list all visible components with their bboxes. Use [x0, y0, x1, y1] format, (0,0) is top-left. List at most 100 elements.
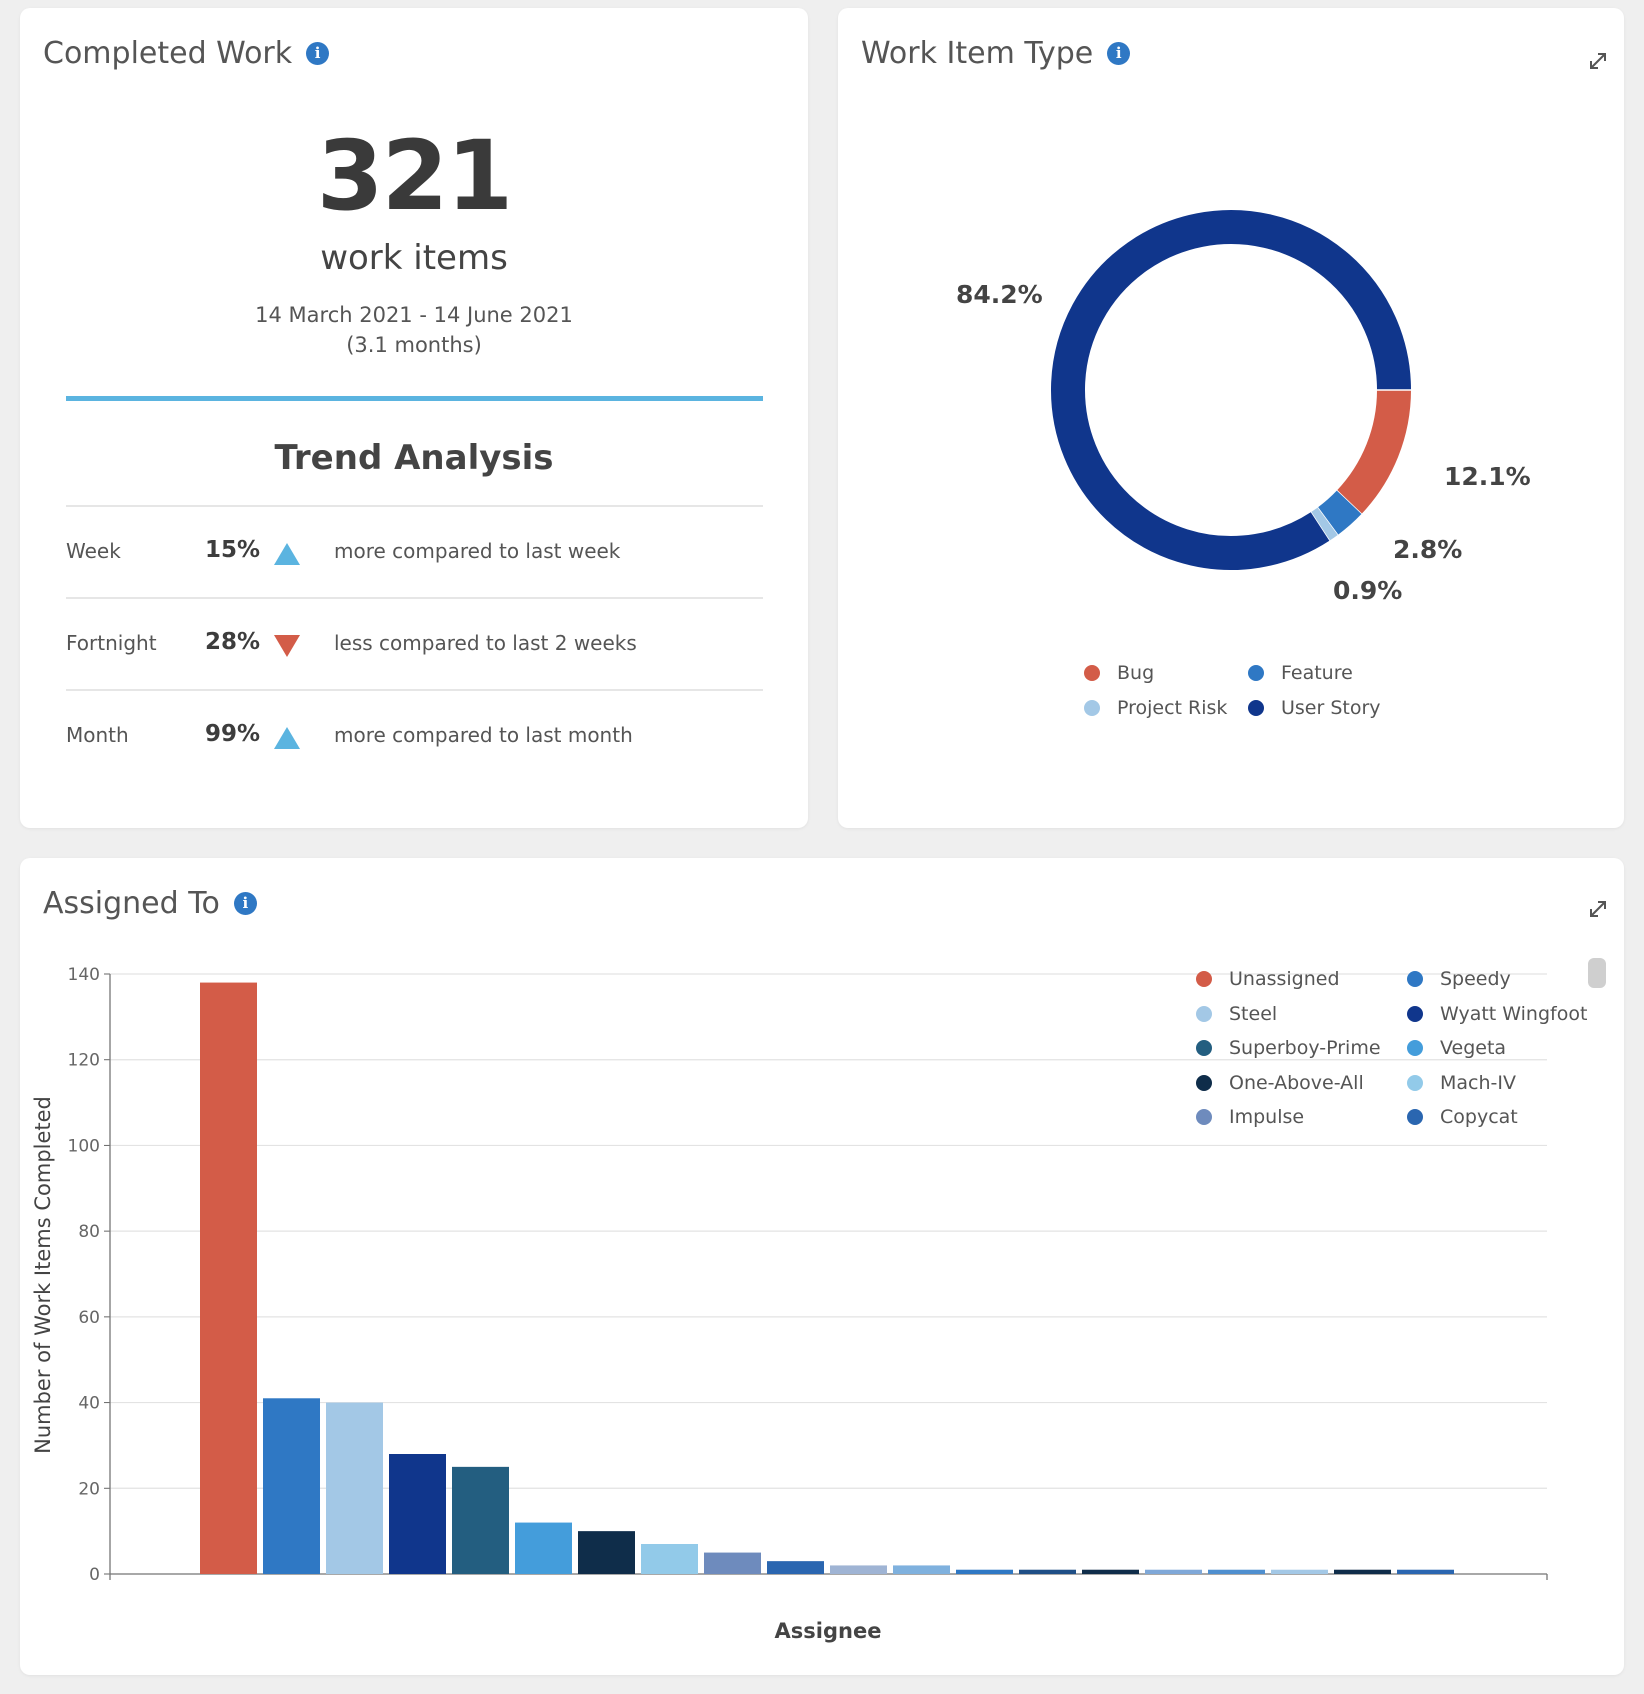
legend-dot	[1196, 1005, 1212, 1022]
legend-item-bug[interactable]: Bug	[1084, 662, 1154, 684]
legend-label: User Story	[1281, 697, 1381, 719]
bar[interactable]	[830, 1565, 887, 1574]
bar[interactable]	[1145, 1569, 1202, 1574]
y-tick-label: 80	[78, 1222, 100, 1242]
legend-item-superboy-prime[interactable]: Superboy-Prime	[1196, 1037, 1381, 1059]
trend-row-month: Month 99% more compared to last month	[66, 689, 763, 783]
legend-item-vegeta[interactable]: Vegeta	[1407, 1037, 1506, 1059]
bar[interactable]	[200, 982, 257, 1574]
legend-dot	[1407, 1074, 1423, 1091]
y-tick-label: 60	[78, 1308, 100, 1328]
legend-dot	[1407, 1109, 1423, 1125]
x-axis-title: Assignee	[775, 1619, 882, 1643]
duration: (3.1 months)	[346, 333, 482, 357]
legend-label: Impulse	[1229, 1106, 1305, 1128]
bar[interactable]	[893, 1565, 950, 1574]
legend-label: Vegeta	[1440, 1037, 1507, 1059]
trend-period: Week	[66, 539, 121, 563]
assigned-to-title: Assigned To	[43, 886, 220, 921]
y-tick-label: 20	[78, 1479, 100, 1499]
donut-slice-feature[interactable]	[1317, 490, 1362, 535]
bar[interactable]	[1334, 1569, 1391, 1574]
legend-label: Project Risk	[1117, 697, 1228, 719]
info-icon[interactable]: i	[233, 892, 257, 915]
trend-up-arrow-icon	[274, 543, 300, 565]
bar[interactable]	[767, 1561, 824, 1574]
legend-dot	[1407, 971, 1423, 987]
bar[interactable]	[641, 1544, 698, 1574]
trend-percent: 99%	[205, 721, 261, 747]
legend-item-unassigned[interactable]: Unassigned	[1196, 968, 1340, 990]
work-item-type-card: Work Item Type i 84.2% 12.1% 2.8% 0.9% B…	[838, 8, 1624, 828]
legend-item-wyatt-wingfoot[interactable]: Wyatt Wingfoot	[1407, 1003, 1587, 1025]
donut-slice-bug[interactable]	[1336, 389, 1411, 515]
bar[interactable]	[389, 1454, 446, 1574]
legend-item-speedy[interactable]: Speedy	[1407, 968, 1511, 990]
completed-unit: work items	[320, 238, 508, 278]
work-item-type-header: Work Item Type i	[861, 36, 1131, 71]
legend-dot	[1407, 1040, 1423, 1056]
work-item-type-title: Work Item Type	[861, 36, 1094, 71]
trend-row-week: Week 15% more compared to last week	[66, 505, 763, 599]
y-tick-label: 100	[68, 1136, 100, 1156]
trend-percent: 15%	[205, 537, 261, 563]
donut-slice-user-story[interactable]	[1051, 210, 1411, 570]
legend-item-copycat[interactable]: Copycat	[1407, 1106, 1518, 1128]
info-icon[interactable]: i	[1107, 42, 1131, 65]
legend-label: Superboy-Prime	[1229, 1037, 1381, 1059]
legend-item-project-risk[interactable]: Project Risk	[1084, 697, 1227, 719]
expand-icon[interactable]	[1587, 898, 1609, 920]
legend-label: Steel	[1229, 1002, 1278, 1025]
info-icon[interactable]: i	[306, 42, 330, 65]
legend-label: Copycat	[1440, 1106, 1518, 1128]
pie-label-project-risk: 0.9%	[1333, 576, 1403, 605]
legend-dot	[1196, 971, 1212, 987]
bar[interactable]	[263, 1398, 320, 1574]
bar[interactable]	[1208, 1569, 1265, 1574]
trend-period: Month	[66, 723, 129, 747]
donut-slice-project-risk[interactable]	[1310, 507, 1338, 541]
divider-rule	[66, 396, 763, 401]
y-tick-label: 40	[78, 1394, 100, 1414]
trend-row-fortnight: Fortnight 28% less compared to last 2 we…	[66, 597, 763, 691]
trend-description: more compared to last month	[334, 723, 633, 747]
bar[interactable]	[1082, 1569, 1139, 1574]
pie-label-bug: 12.1%	[1444, 462, 1531, 491]
legend-label: Speedy	[1440, 968, 1511, 990]
legend-dot	[1196, 1040, 1212, 1056]
legend-label: One-Above-All	[1229, 1071, 1364, 1094]
date-range: 14 March 2021 - 14 June 2021	[255, 303, 573, 327]
legend-item-impulse[interactable]: Impulse	[1196, 1106, 1304, 1128]
legend-item-mach-iv[interactable]: Mach-IV	[1407, 1072, 1516, 1094]
legend-label: Unassigned	[1229, 968, 1340, 990]
assigned-to-header: Assigned To i	[43, 886, 257, 921]
legend-item-feature[interactable]: Feature	[1248, 662, 1353, 684]
assigned-to-card: Assigned To i 0 20 40 60 80 100 120 140 Assignee…	[20, 858, 1624, 1675]
legend-dot	[1084, 665, 1100, 681]
bar[interactable]	[956, 1569, 1013, 1574]
expand-icon[interactable]	[1587, 50, 1609, 72]
legend-item-one-above-all[interactable]: One-Above-All	[1196, 1072, 1364, 1094]
legend-label: Wyatt Wingfoot	[1440, 1002, 1588, 1025]
legend-dot	[1196, 1109, 1212, 1125]
bar[interactable]	[704, 1552, 761, 1574]
bar[interactable]	[452, 1466, 509, 1574]
legend-label: Feature	[1281, 662, 1353, 684]
bar[interactable]	[578, 1531, 635, 1574]
trend-percent: 28%	[205, 629, 261, 655]
trend-analysis-title: Trend Analysis	[274, 438, 554, 478]
bar[interactable]	[1019, 1569, 1076, 1574]
trend-description: more compared to last week	[334, 539, 621, 563]
completed-work-card: Completed Work i 321 work items 14 March…	[20, 8, 808, 828]
bar[interactable]	[1397, 1569, 1454, 1574]
work-item-type-donut	[1051, 210, 1412, 570]
legend-scrollbar[interactable]	[1588, 958, 1606, 988]
bar[interactable]	[326, 1402, 383, 1574]
y-axis-title: Number of Work Items Completed	[31, 1096, 55, 1454]
bar[interactable]	[1271, 1569, 1328, 1574]
legend-item-steel[interactable]: Steel	[1196, 1003, 1277, 1025]
bar[interactable]	[515, 1522, 572, 1574]
legend-item-user-story[interactable]: User Story	[1248, 697, 1381, 719]
y-tick-label: 140	[68, 965, 100, 985]
date-range-block: 14 March 2021 - 14 June 2021 (3.1 months…	[20, 300, 808, 360]
